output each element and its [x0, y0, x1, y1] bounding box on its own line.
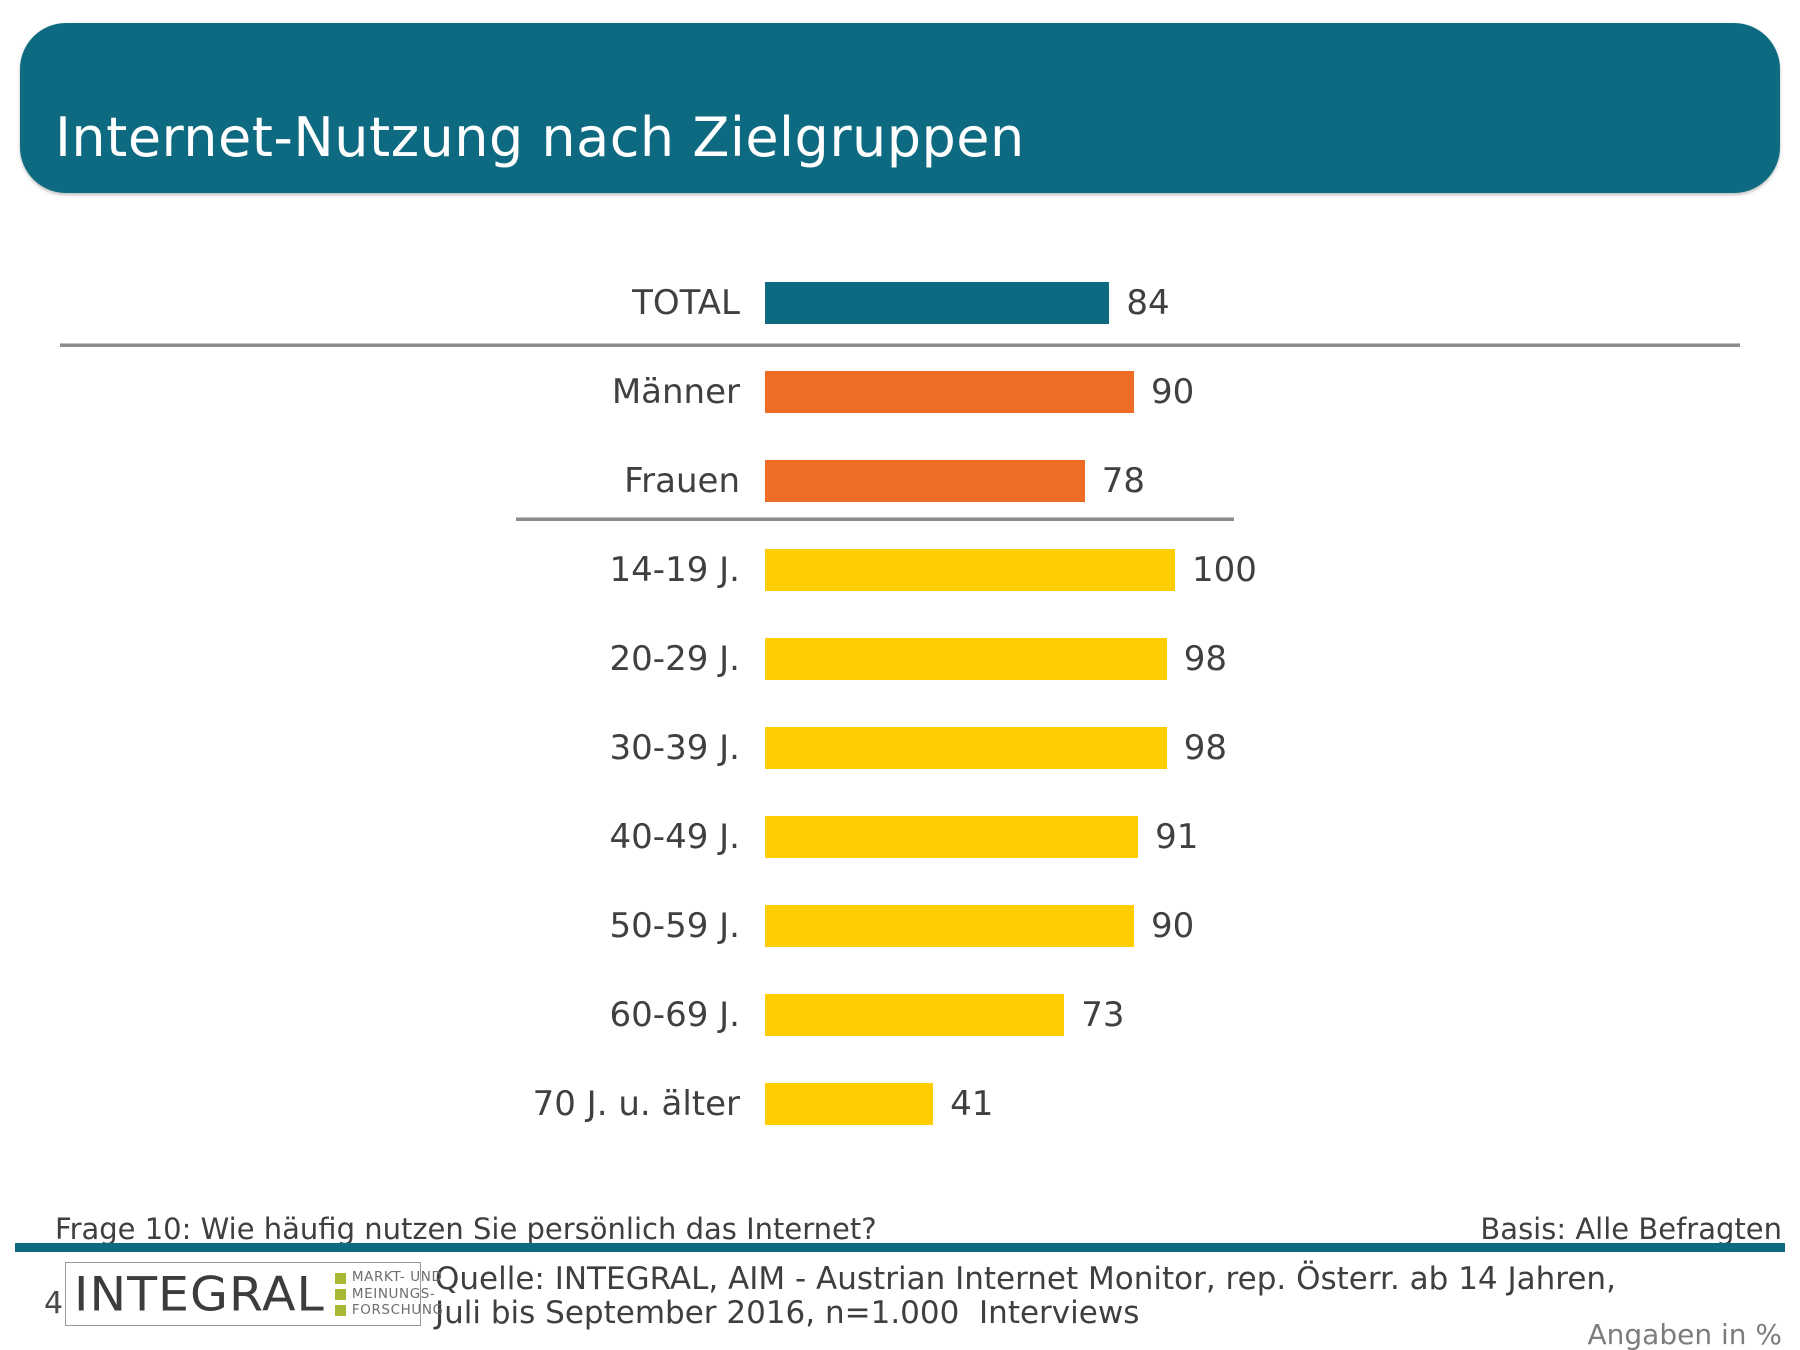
- chart-row-60-69: 60-69 J. 73: [0, 970, 1800, 1059]
- chart-row-30-39: 30-39 J. 98: [0, 703, 1800, 792]
- category-label: 30-39 J.: [609, 727, 740, 768]
- slide-title: Internet-Nutzung nach Zielgruppen: [55, 106, 1025, 169]
- bar-20-29: [765, 637, 1167, 680]
- category-label: 60-69 J.: [609, 994, 740, 1035]
- chart-row-total: TOTAL 84: [0, 258, 1800, 347]
- source-text: Quelle: INTEGRAL, AIM - Austrian Interne…: [435, 1262, 1616, 1330]
- category-label: 70 J. u. älter: [532, 1083, 740, 1124]
- source-line-1: Quelle: INTEGRAL, AIM - Austrian Interne…: [435, 1261, 1616, 1297]
- bar-maenner: [765, 370, 1134, 413]
- value-label: 98: [1183, 638, 1228, 679]
- value-label: 90: [1151, 371, 1195, 412]
- basis-text: Basis: Alle Befragten: [1480, 1212, 1782, 1246]
- value-label: 78: [1101, 460, 1146, 501]
- slide-title-bar: Internet-Nutzung nach Zielgruppen: [20, 23, 1780, 193]
- separator-line-after-frauen: [516, 517, 1234, 521]
- value-label: 91: [1155, 816, 1199, 857]
- unit-note: Angaben in %: [1587, 1318, 1782, 1350]
- chart-row-14-19: 14-19 J. 100: [0, 525, 1800, 614]
- logo-tagline-block: MARKT- UND MEINUNGS- FORSCHUNG: [334, 1269, 444, 1319]
- chart-row-70-plus: 70 J. u. älter 41: [0, 1059, 1800, 1148]
- chart-row-frauen: Frauen 78: [0, 436, 1800, 525]
- value-label: 41: [950, 1083, 994, 1124]
- bar-40-49: [765, 815, 1139, 858]
- page-number: 4: [44, 1286, 64, 1321]
- logo-wordmark: INTEGRAL: [74, 1266, 325, 1322]
- logo-tagline-line: MARKT- UND: [351, 1269, 443, 1286]
- bar-30-39: [765, 726, 1167, 769]
- value-label: 100: [1192, 549, 1257, 590]
- bar-60-69: [765, 993, 1065, 1036]
- value-label: 73: [1081, 994, 1125, 1035]
- bar-frauen: [765, 459, 1085, 502]
- logo-square-icon: [334, 1288, 346, 1300]
- bar-total: [765, 281, 1110, 324]
- question-text: Frage 10: Wie häufig nutzen Sie persönli…: [55, 1212, 877, 1246]
- chart-row-maenner: Männer 90: [0, 347, 1800, 436]
- source-line-2: Juli bis September 2016, n=1.000 Intervi…: [435, 1295, 1140, 1331]
- bar-50-59: [765, 904, 1134, 947]
- category-label: 14-19 J.: [609, 549, 740, 590]
- category-label: Frauen: [624, 460, 740, 501]
- bar-14-19: [765, 548, 1175, 591]
- category-label: 50-59 J.: [609, 905, 740, 946]
- footer-divider-rule: [15, 1243, 1785, 1252]
- separator-line-after-total: [60, 343, 1740, 347]
- logo-tagline: MARKT- UND MEINUNGS- FORSCHUNG: [352, 1269, 444, 1319]
- logo-square-icon: [334, 1304, 346, 1316]
- integral-logo: INTEGRAL MARKT- UND MEINUNGS- FORSCHUNG: [65, 1262, 443, 1326]
- value-label: 90: [1151, 905, 1195, 946]
- bar-chart: TOTAL 84 Männer 90 Frauen 78 14-19 J. 10…: [0, 258, 1800, 1148]
- logo-squares-icon: [334, 1272, 346, 1316]
- chart-row-40-49: 40-49 J. 91: [0, 792, 1800, 881]
- chart-row-50-59: 50-59 J. 90: [0, 881, 1800, 970]
- category-label: Männer: [611, 371, 740, 412]
- logo-tagline-line: FORSCHUNG: [351, 1302, 444, 1319]
- logo-tagline-line: MEINUNGS-: [351, 1285, 436, 1302]
- category-label: TOTAL: [632, 282, 740, 323]
- value-label: 84: [1126, 282, 1170, 323]
- bar-70-plus: [765, 1082, 934, 1125]
- category-label: 40-49 J.: [609, 816, 740, 857]
- category-label: 20-29 J.: [609, 638, 740, 679]
- chart-row-20-29: 20-29 J. 98: [0, 614, 1800, 703]
- logo-square-icon: [334, 1272, 346, 1284]
- value-label: 98: [1183, 727, 1228, 768]
